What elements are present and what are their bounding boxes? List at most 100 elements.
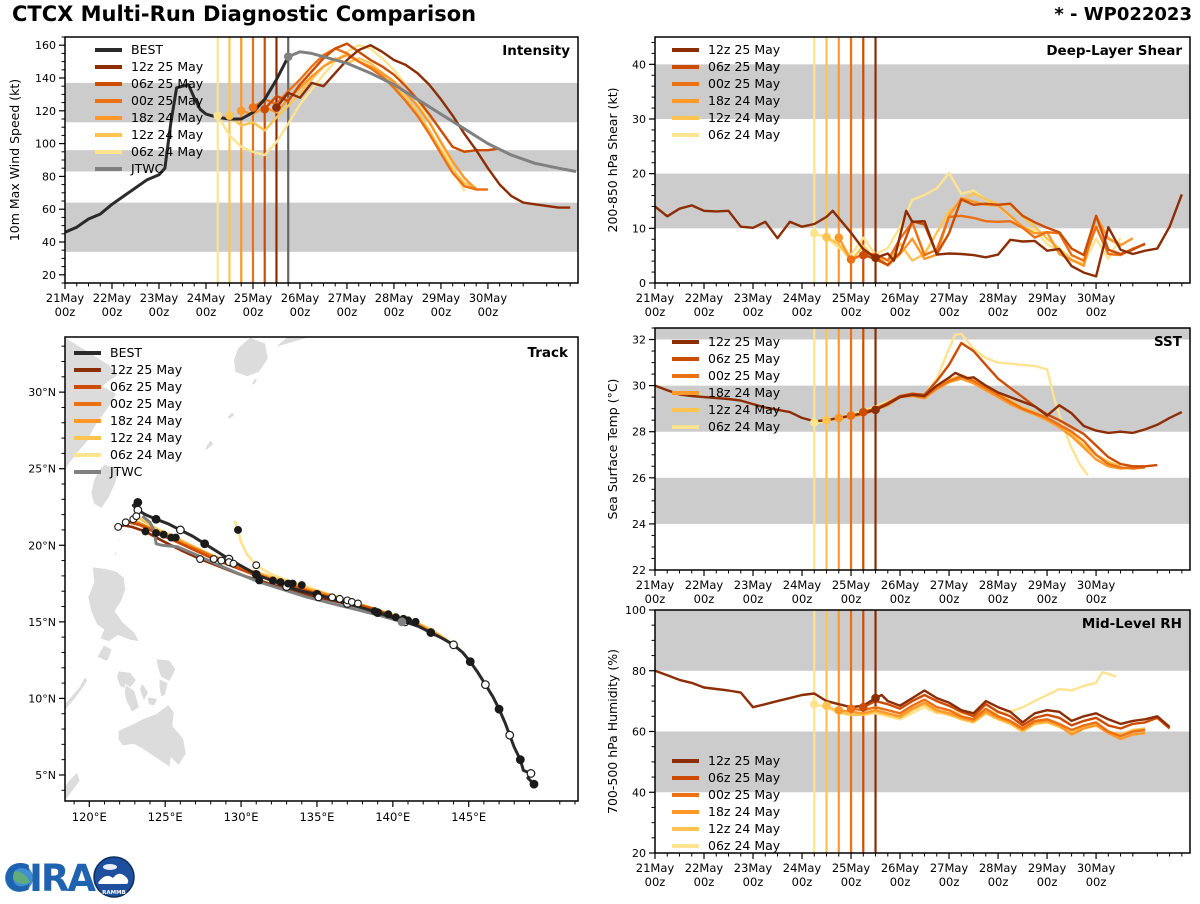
track-open-marker bbox=[121, 518, 130, 527]
legend-label-best: BEST bbox=[110, 345, 143, 360]
init-dot-r18z24 bbox=[834, 413, 844, 423]
svg-text:21May: 21May bbox=[636, 578, 675, 592]
svg-text:00z: 00z bbox=[431, 305, 452, 319]
sst-legend-row-r12z25: 12z 25 May bbox=[672, 333, 780, 350]
svg-text:00z: 00z bbox=[243, 305, 264, 319]
svg-text:30°N: 30°N bbox=[28, 386, 56, 399]
svg-text:29May: 29May bbox=[422, 291, 461, 305]
svg-text:140°E: 140°E bbox=[375, 810, 410, 824]
series-r06z25-line bbox=[263, 42, 500, 153]
svg-text:00z: 00z bbox=[337, 305, 358, 319]
legend-label-jtwc: JTWC bbox=[110, 464, 143, 479]
series-r12z25-line bbox=[654, 669, 1171, 728]
legend-swatch-r06z24 bbox=[95, 149, 122, 154]
svg-text:140: 140 bbox=[35, 72, 56, 85]
legend-swatch-r12z25 bbox=[672, 47, 699, 52]
init-dot-r00z25 bbox=[846, 411, 856, 420]
svg-text:10: 10 bbox=[632, 222, 646, 235]
svg-text:20: 20 bbox=[632, 168, 646, 181]
legend-label-r06z24: 06z 24 May bbox=[708, 838, 781, 853]
svg-text:120: 120 bbox=[35, 105, 56, 118]
svg-text:00z: 00z bbox=[792, 305, 813, 319]
land-cebu bbox=[138, 682, 150, 703]
legend-label-r18z24: 18z 24 May bbox=[708, 385, 781, 400]
track-fix-marker bbox=[515, 755, 525, 765]
svg-text:30: 30 bbox=[632, 113, 646, 126]
svg-text:20: 20 bbox=[42, 269, 56, 282]
track-legend-row-r06z25: 06z 25 May bbox=[74, 378, 182, 395]
track-title: Track bbox=[528, 345, 569, 361]
land-negros bbox=[123, 683, 140, 713]
rh-plot: 21May00z22May00z23May00z24May00z25May00z… bbox=[605, 604, 1191, 889]
track-open-marker bbox=[328, 593, 337, 602]
svg-text:00z: 00z bbox=[1037, 875, 1058, 889]
svg-text:60: 60 bbox=[632, 726, 646, 739]
intensity-title: Intensity bbox=[502, 43, 570, 59]
series-r06z25-line bbox=[862, 693, 1171, 730]
legend-label-r12z25: 12z 25 May bbox=[708, 753, 781, 768]
cira-rammb-logo: CIRA RAMMB bbox=[2, 854, 142, 900]
svg-text:00z: 00z bbox=[841, 592, 862, 606]
legend-swatch-r06z24 bbox=[672, 132, 699, 137]
track-open-marker bbox=[526, 769, 536, 778]
svg-text:26: 26 bbox=[632, 472, 646, 485]
land-kyushu bbox=[232, 337, 269, 378]
init-dot-r18z24 bbox=[834, 705, 844, 715]
track-fix-marker bbox=[141, 527, 150, 536]
category-band bbox=[655, 328, 1190, 340]
legend-label-jtwc: JTWC bbox=[131, 161, 164, 176]
rh-legend-row-r06z24: 06z 24 May bbox=[672, 837, 780, 854]
svg-text:27May: 27May bbox=[930, 578, 969, 592]
init-dot-r00z25 bbox=[846, 704, 856, 714]
legend-swatch-r18z24 bbox=[672, 390, 699, 395]
svg-text:21May: 21May bbox=[636, 291, 675, 305]
shear-legend-row-r06z24: 06z 24 May bbox=[672, 126, 780, 143]
track-fix-marker bbox=[494, 704, 504, 714]
track-fix-marker bbox=[411, 617, 420, 626]
svg-text:00z: 00z bbox=[645, 305, 666, 319]
track-fix-marker bbox=[152, 529, 161, 537]
svg-text:28May: 28May bbox=[375, 291, 414, 305]
legend-label-r06z25: 06z 25 May bbox=[708, 770, 781, 785]
svg-text:24May: 24May bbox=[783, 291, 822, 305]
legend-swatch-r12z25 bbox=[95, 64, 122, 69]
series-r12z24-line bbox=[228, 57, 477, 190]
legend-label-r12z24: 12z 24 May bbox=[708, 110, 781, 125]
init-dot-r12z24 bbox=[225, 111, 234, 121]
svg-text:125°E: 125°E bbox=[148, 810, 183, 824]
track-fix-marker bbox=[529, 779, 539, 789]
intensity-y-axis-label: 10m Max Wind Speed (kt) bbox=[7, 79, 22, 241]
shear-panel: 21May 00z 22May 00z 23May 00z 24May 00z 25May 00z… bbox=[605, 26, 1200, 352]
svg-text:00z: 00z bbox=[841, 875, 862, 889]
land-shikoku bbox=[274, 337, 312, 349]
svg-text:00z: 00z bbox=[1086, 305, 1107, 319]
svg-text:23May: 23May bbox=[734, 861, 773, 875]
sst-y-axis-label: Sea Surface Temp (°C) bbox=[608, 379, 620, 520]
legend-swatch-r06z25 bbox=[74, 384, 101, 389]
legend-label-r06z25: 06z 25 May bbox=[110, 379, 183, 394]
track-open-marker bbox=[175, 525, 185, 535]
svg-text:5°N: 5°N bbox=[35, 769, 56, 782]
plot-frame bbox=[654, 327, 1191, 571]
init-dot-r06z24 bbox=[213, 111, 223, 121]
track-best-line bbox=[131, 501, 536, 786]
land-samar bbox=[155, 658, 177, 683]
legend-label-r12z24: 12z 24 May bbox=[708, 821, 781, 836]
category-band bbox=[65, 202, 578, 252]
plot-frame bbox=[64, 336, 579, 802]
track-open-marker bbox=[505, 730, 515, 740]
init-dot-r00z25 bbox=[248, 103, 258, 112]
svg-text:100: 100 bbox=[35, 138, 56, 151]
track-open-marker bbox=[217, 556, 226, 565]
svg-text:29May: 29May bbox=[1028, 861, 1067, 875]
sst-legend-row-r06z25: 06z 25 May bbox=[672, 350, 780, 367]
track-fix-marker bbox=[200, 539, 210, 549]
svg-text:30May: 30May bbox=[1077, 578, 1116, 592]
svg-text:27May: 27May bbox=[930, 861, 969, 875]
svg-text:22May: 22May bbox=[685, 578, 724, 592]
land-tanegashima bbox=[251, 377, 259, 387]
track-fix-marker bbox=[391, 613, 400, 622]
land-amami bbox=[226, 411, 236, 421]
svg-text:100: 100 bbox=[625, 604, 646, 617]
